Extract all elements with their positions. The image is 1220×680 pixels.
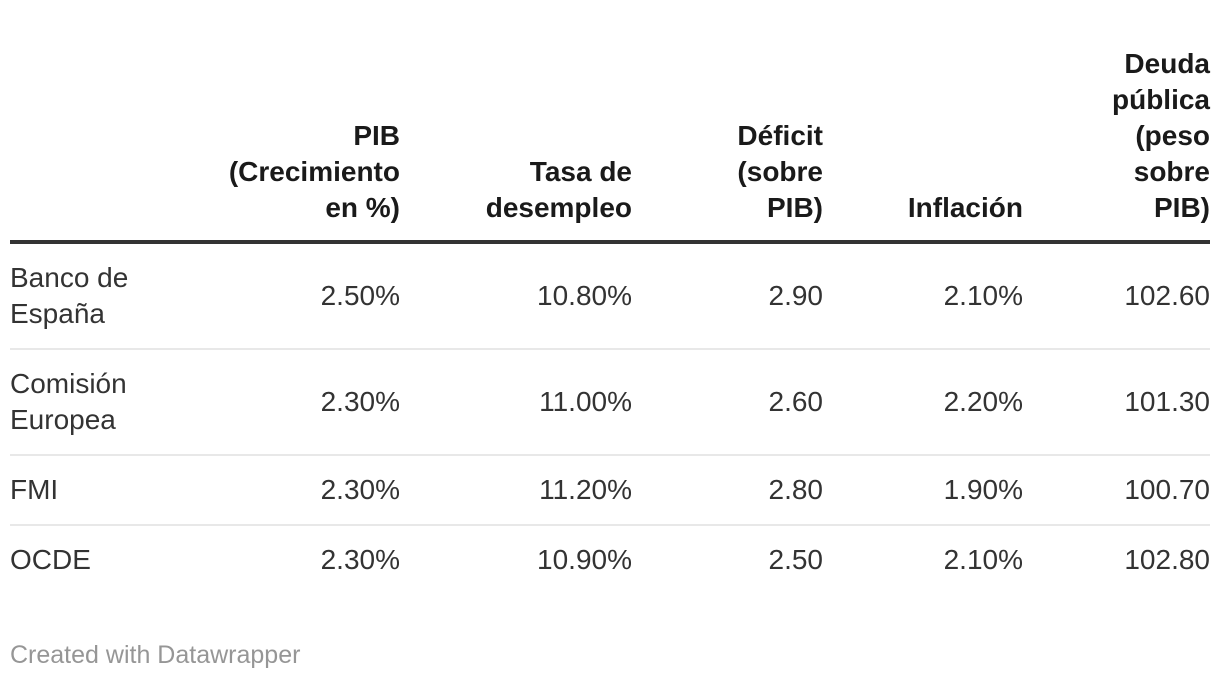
cell-unemployment: 11.20% (400, 455, 632, 526)
table-row-ocde: OCDE 2.30% 10.90% 2.50 2.10% 102.80 (10, 525, 1210, 594)
table-header: PIB (Crecimiento en %) Tasa de desempleo… (10, 0, 1210, 244)
forecast-table: PIB (Crecimiento en %) Tasa de desempleo… (10, 0, 1210, 594)
cell-unemployment: 11.00% (400, 349, 632, 456)
cell-public-debt: 102.60 (1023, 242, 1210, 350)
header-row: PIB (Crecimiento en %) Tasa de desempleo… (10, 0, 1210, 244)
cell-inflation: 1.90% (823, 455, 1023, 526)
column-header-inflation: Inflación (823, 0, 1023, 244)
cell-deficit: 2.80 (632, 455, 823, 526)
column-header-deficit: Déficit (sobre PIB) (632, 0, 823, 244)
cell-deficit: 2.50 (768, 544, 824, 575)
cell-pib-growth: 2.50% (215, 242, 400, 350)
column-header-entity (10, 0, 215, 244)
cell-public-debt: 100.70 (1023, 455, 1210, 526)
cell-unemployment: 10.90% (537, 544, 632, 575)
datawrapper-attribution-link[interactable]: Created with Datawrapper (10, 641, 301, 669)
table-row-comision-europea: Comisión Europea 2.30% 11.00% 2.60 2.20%… (10, 349, 1210, 456)
column-header-pib-growth: PIB (Crecimiento en %) (215, 0, 400, 244)
table-row-banco-de-espana: Banco de España 2.50% 10.80% 2.90 2.10% … (10, 242, 1210, 350)
cell-pib-growth: 2.30% (215, 349, 400, 456)
cell-deficit: 2.90 (632, 242, 823, 350)
table-row-fmi: FMI 2.30% 11.20% 2.80 1.90% 100.70 (10, 455, 1210, 526)
row-label: Comisión Europea (10, 349, 215, 456)
cell-pib-growth: 2.30% (215, 455, 400, 526)
cell-deficit: 2.60 (632, 349, 823, 456)
row-label: OCDE (10, 544, 91, 575)
column-header-unemployment: Tasa de desempleo (400, 0, 632, 244)
cell-pib-growth: 2.30% (320, 544, 400, 575)
table-body: Banco de España 2.50% 10.80% 2.90 2.10% … (10, 242, 1210, 594)
cell-public-debt: 102.80 (1124, 544, 1210, 575)
row-label: Banco de España (10, 242, 215, 350)
column-header-public-debt: Deuda pública (peso sobre PIB) (1023, 0, 1210, 244)
cell-public-debt: 101.30 (1023, 349, 1210, 456)
cell-unemployment: 10.80% (400, 242, 632, 350)
row-label: FMI (10, 455, 215, 526)
cell-inflation: 2.10% (943, 544, 1023, 575)
cell-inflation: 2.10% (823, 242, 1023, 350)
cell-inflation: 2.20% (823, 349, 1023, 456)
